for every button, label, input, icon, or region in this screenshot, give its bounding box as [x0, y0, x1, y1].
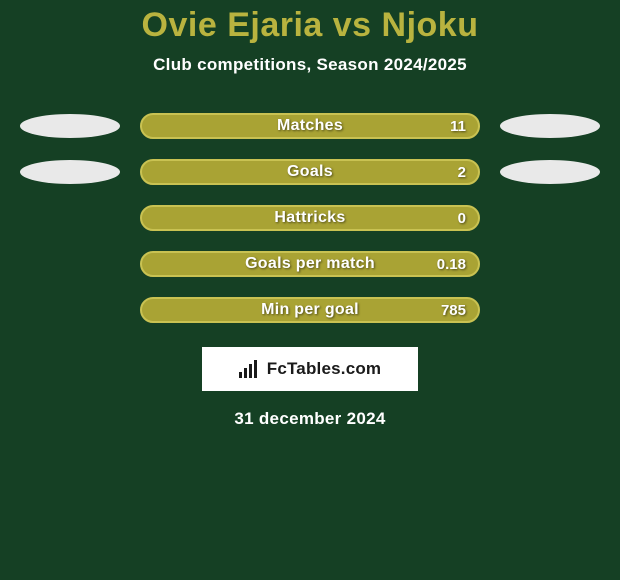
stat-bar: Goals per match 0.18 [140, 251, 480, 277]
player-left-blob [20, 114, 120, 138]
brand-text: FcTables.com [267, 359, 382, 379]
stat-row: Min per goal 785 [0, 297, 620, 323]
stat-row: Goals per match 0.18 [0, 251, 620, 277]
stat-row: Hattricks 0 [0, 205, 620, 231]
page-title: Ovie Ejaria vs Njoku [0, 0, 620, 45]
stat-label: Matches [277, 117, 343, 135]
stat-value: 785 [441, 302, 466, 319]
infographic-root: Ovie Ejaria vs Njoku Club competitions, … [0, 0, 620, 580]
player-right-blob [500, 160, 600, 184]
date-text: 31 december 2024 [0, 409, 620, 429]
stat-bar: Hattricks 0 [140, 205, 480, 231]
stat-label: Goals [287, 163, 333, 181]
stat-value: 0 [458, 210, 466, 227]
stat-row: Goals 2 [0, 159, 620, 185]
stat-bar: Goals 2 [140, 159, 480, 185]
brand-box: FcTables.com [202, 347, 418, 391]
stat-label: Min per goal [261, 301, 359, 319]
stat-label: Hattricks [274, 209, 345, 227]
stat-bar: Matches 11 [140, 113, 480, 139]
stat-value: 0.18 [437, 256, 466, 273]
stat-label: Goals per match [245, 255, 375, 273]
player-left-blob [20, 160, 120, 184]
stat-value: 11 [450, 118, 466, 135]
stat-rows: Matches 11 Goals 2 Hattricks 0 Goal [0, 113, 620, 323]
bar-chart-icon [239, 360, 261, 378]
stat-row: Matches 11 [0, 113, 620, 139]
stat-bar: Min per goal 785 [140, 297, 480, 323]
player-right-blob [500, 114, 600, 138]
stat-value: 2 [458, 164, 466, 181]
subtitle: Club competitions, Season 2024/2025 [0, 55, 620, 75]
